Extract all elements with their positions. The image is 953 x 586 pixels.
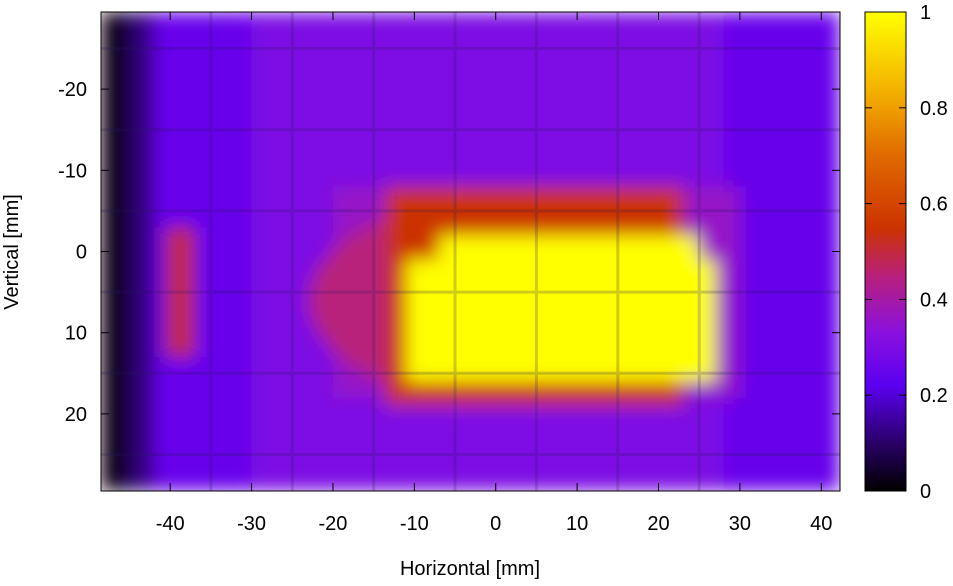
- x-axis-label: Horizontal [mm]: [400, 558, 540, 580]
- colorbar-tick-label: 0.2: [920, 385, 948, 407]
- x-tick-label: -30: [237, 513, 266, 535]
- y-tick-label: -20: [58, 79, 87, 101]
- x-tick-label: -10: [400, 513, 429, 535]
- heatmap-regions: [101, 12, 840, 491]
- x-tick-label: 0: [490, 513, 501, 535]
- y-tick-label: 0: [76, 242, 87, 264]
- x-tick-label: 10: [566, 513, 588, 535]
- colorbar-tick-label: 0.8: [920, 98, 948, 120]
- colorbar-ticks: 0 0.2 0.4 0.6 0.8 1: [865, 2, 948, 503]
- x-tick-label: 20: [647, 513, 669, 535]
- x-tick-label: -40: [156, 513, 185, 535]
- x-tick-label: 30: [729, 513, 751, 535]
- colorbar: [864, 11, 907, 492]
- x-axis-ticks: -40 -30 -20 -10 0 10 20 30 40: [156, 12, 832, 535]
- colorbar-tick-label: 0.4: [920, 289, 948, 311]
- colorbar-tick-label: 1: [920, 2, 931, 24]
- tile-grid-pattern: [101, 12, 840, 491]
- y-tick-label: 20: [65, 404, 87, 426]
- heatmap-region-2: [129, 12, 154, 491]
- heatmap-region-9: [438, 235, 700, 284]
- colorbar-tick-label: 0.6: [920, 194, 948, 216]
- y-tick-label: -10: [58, 160, 87, 182]
- colorbar-tick-label: 0: [920, 481, 931, 503]
- y-axis-label: Vertical [mm]: [1, 194, 23, 310]
- x-tick-label: -20: [319, 513, 348, 535]
- heatmap-area: [101, 12, 840, 491]
- y-axis-ticks: -20 -10 0 10 20: [58, 79, 840, 426]
- x-tick-label: 40: [810, 513, 832, 535]
- heatmap-region-7: [166, 227, 195, 358]
- y-tick-label: 10: [65, 323, 87, 345]
